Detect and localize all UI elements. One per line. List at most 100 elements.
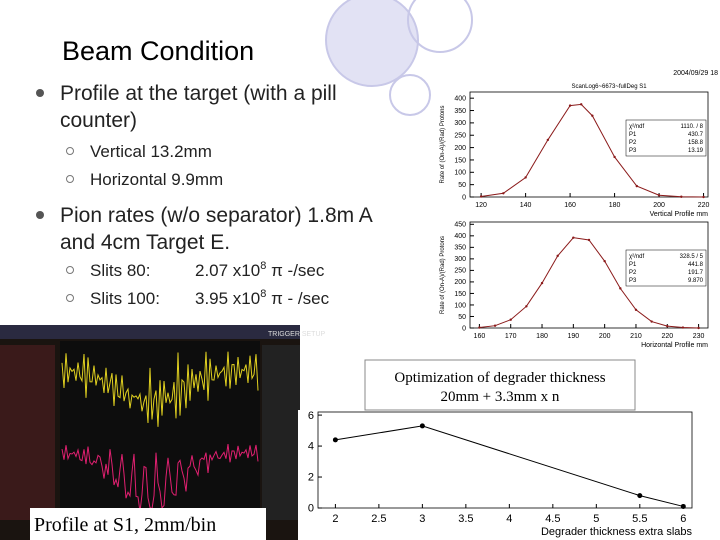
plot-panel bbox=[298, 410, 720, 540]
scope-trace bbox=[61, 444, 259, 512]
profile-line bbox=[481, 103, 704, 198]
data-point bbox=[478, 326, 481, 329]
fit-value: 430.7 bbox=[688, 132, 704, 138]
fit-value: 9.870 bbox=[688, 278, 704, 284]
exponent: 8 bbox=[260, 288, 266, 300]
slide-title: Beam Condition bbox=[62, 36, 254, 66]
x-tick-label: 200 bbox=[599, 333, 611, 340]
scope-screen: TRIGGER SETUP bbox=[0, 325, 326, 540]
sub-bullet-text: Vertical 13.2mm bbox=[90, 142, 212, 161]
y-tick-label: 50 bbox=[458, 314, 466, 321]
data-point bbox=[657, 194, 661, 197]
fit-value: 158.8 bbox=[688, 140, 704, 146]
x-tick-label: 2 bbox=[332, 513, 338, 525]
fit-name: P3 bbox=[629, 148, 637, 154]
y-tick-label: 200 bbox=[454, 145, 466, 152]
y-tick-label: 100 bbox=[454, 302, 466, 309]
trend-line bbox=[335, 425, 684, 507]
bullet-text: and 4cm Target E. bbox=[60, 231, 230, 254]
y-tick-label: 350 bbox=[454, 245, 466, 252]
x-tick-label: 210 bbox=[630, 333, 642, 340]
fit-value: 328.5 / 5 bbox=[680, 254, 704, 260]
data-point bbox=[587, 238, 591, 242]
data-point bbox=[502, 192, 505, 195]
x-tick-label: 3 bbox=[419, 513, 425, 525]
bullet-text: Profile at the target (with a pill bbox=[60, 82, 337, 105]
data-point bbox=[613, 155, 616, 159]
y-tick-label: 250 bbox=[454, 133, 466, 140]
y-tick-label: 0 bbox=[308, 503, 314, 515]
fit-name: χ²/ndf bbox=[629, 124, 644, 130]
y-tick-label: 200 bbox=[454, 279, 466, 286]
x-axis-label: Horizontal Profile mm bbox=[641, 342, 708, 349]
y-tick-label: 6 bbox=[308, 410, 314, 422]
sub-bullet-marker bbox=[66, 175, 74, 183]
x-tick-label: 120 bbox=[475, 202, 487, 209]
note-line: 20mm + 3.3mm x n bbox=[441, 389, 560, 405]
x-tick-label: 220 bbox=[698, 202, 710, 209]
data-point bbox=[635, 184, 639, 188]
note-box bbox=[364, 359, 636, 411]
y-tick-label: 450 bbox=[454, 222, 466, 229]
caption-box bbox=[30, 508, 266, 540]
bullet-marker bbox=[36, 89, 44, 97]
bullet-text: Pion rates (w/o separator) 1.8m A bbox=[60, 204, 373, 227]
fit-value: 441.8 bbox=[688, 262, 704, 268]
data-point bbox=[603, 259, 606, 263]
caption: Profile at S1, 2mm/bin bbox=[34, 514, 216, 536]
unit: π - /sec bbox=[266, 289, 329, 308]
x-tick-label: 4.5 bbox=[545, 513, 560, 525]
data-point bbox=[572, 236, 575, 239]
x-tick-label: 4 bbox=[506, 513, 512, 525]
value: 3.95 x10 bbox=[195, 289, 260, 308]
unit: π -/sec bbox=[266, 261, 325, 280]
fit-name: P1 bbox=[629, 132, 637, 138]
fit-value: 13.19 bbox=[688, 148, 704, 154]
plot-title: ScanLog6~6673~fullDeg S1 bbox=[571, 84, 647, 90]
sub-bullet-value: 2.07 x108 π -/sec bbox=[195, 260, 325, 280]
y-tick-label: 50 bbox=[458, 182, 466, 189]
x-axis-label: Degrader thickness extra slabs bbox=[541, 526, 693, 538]
sub-bullet-label: Slits 80: bbox=[90, 261, 150, 280]
fit-box bbox=[625, 249, 707, 287]
data-point bbox=[702, 195, 705, 199]
data-point bbox=[650, 320, 653, 323]
x-tick-label: 5.5 bbox=[632, 513, 647, 525]
fit-value: 191.7 bbox=[688, 270, 704, 276]
x-tick-label: 6 bbox=[680, 513, 686, 525]
data-point bbox=[680, 503, 686, 509]
y-axis-label: Rate of (On-A)/(Rad) Protons bbox=[440, 236, 446, 314]
plot-frame bbox=[469, 91, 709, 198]
y-tick-label: 150 bbox=[454, 291, 466, 298]
y-tick-label: 4 bbox=[308, 441, 314, 453]
value: 2.07 x10 bbox=[195, 261, 260, 280]
data-point bbox=[556, 254, 559, 258]
scope-trace bbox=[61, 351, 259, 427]
scope-header: TRIGGER SETUP bbox=[268, 331, 326, 338]
data-point bbox=[479, 195, 483, 198]
x-tick-label: 170 bbox=[505, 333, 517, 340]
fit-value: 1110. / 8 bbox=[681, 124, 704, 130]
data-point bbox=[509, 318, 512, 321]
x-tick-label: 180 bbox=[536, 333, 548, 340]
y-tick-label: 400 bbox=[454, 96, 466, 103]
data-point bbox=[332, 437, 338, 443]
exponent: 8 bbox=[260, 260, 266, 272]
data-point bbox=[634, 308, 638, 311]
y-tick-label: 0 bbox=[462, 194, 466, 201]
bullet-text: counter) bbox=[60, 109, 137, 132]
sub-bullet-value: 3.95 x108 π - /sec bbox=[195, 288, 330, 308]
y-tick-label: 300 bbox=[454, 120, 466, 127]
sub-bullet-marker bbox=[66, 294, 74, 302]
x-tick-label: 220 bbox=[661, 333, 673, 340]
y-tick-label: 250 bbox=[454, 268, 466, 275]
x-tick-label: 2.5 bbox=[371, 513, 386, 525]
fit-name: χ²/ndf bbox=[629, 254, 644, 260]
bullet-marker bbox=[36, 211, 44, 219]
data-point bbox=[493, 324, 497, 327]
plots: 120 140 160 180 200 2200501001502002503003504… bbox=[308, 70, 718, 538]
y-tick-label: 350 bbox=[454, 108, 466, 115]
x-tick-label: 160 bbox=[474, 333, 486, 340]
fit-name: P3 bbox=[629, 278, 637, 284]
